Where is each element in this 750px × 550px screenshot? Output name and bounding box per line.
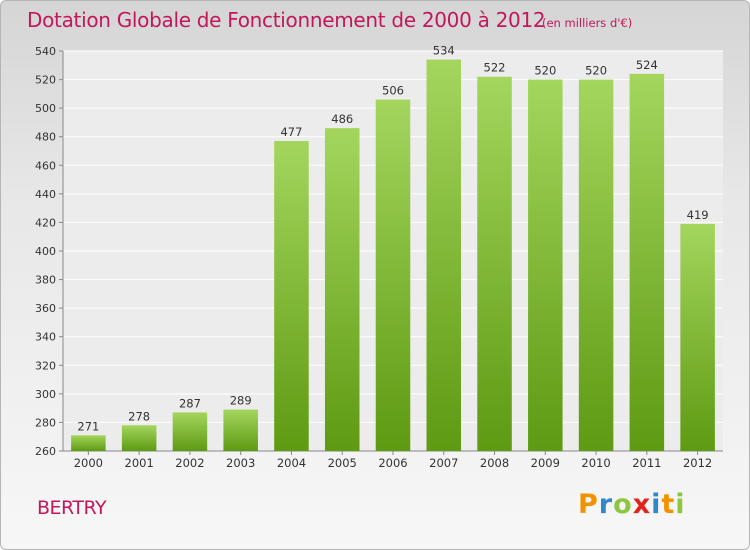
y-tick-label: 360 <box>35 302 56 315</box>
x-tick-label: 2011 <box>632 456 661 470</box>
bar-2000 <box>71 435 106 451</box>
x-tick-label: 2012 <box>683 456 712 470</box>
logo-letter: i <box>651 489 662 520</box>
data-label: 520 <box>534 64 556 78</box>
bar-2012 <box>680 223 715 451</box>
bar-2005 <box>324 128 360 451</box>
bar-2007 <box>426 59 462 451</box>
y-tick-label: 260 <box>35 445 56 458</box>
x-tick-label: 2002 <box>175 456 204 470</box>
y-tick-label: 400 <box>35 245 56 258</box>
bar-2004 <box>274 141 309 451</box>
commune-name: BERTRY <box>37 497 107 519</box>
x-tick-label: 2000 <box>74 456 103 470</box>
bar-2006 <box>375 99 411 452</box>
data-label: 520 <box>585 64 607 78</box>
y-tick-label: 280 <box>35 416 56 429</box>
data-label: 534 <box>433 44 455 58</box>
y-tick-label: 320 <box>35 359 56 372</box>
logo-letter: r <box>598 489 614 520</box>
x-tick-label: 2007 <box>429 456 458 470</box>
y-tick-label: 500 <box>35 102 56 115</box>
bar-2010 <box>578 79 614 452</box>
data-label: 477 <box>280 125 302 139</box>
data-label: 419 <box>687 208 709 222</box>
y-tick-label: 300 <box>35 388 56 401</box>
logo-letter: i <box>675 489 686 520</box>
bar-2011 <box>629 73 665 451</box>
x-tick-label: 2004 <box>277 456 306 470</box>
data-label: 287 <box>179 396 201 410</box>
bar-2003 <box>223 409 258 451</box>
y-tick-label: 440 <box>35 188 56 201</box>
bar-2009 <box>528 79 563 452</box>
y-tick-label: 420 <box>35 216 56 229</box>
data-label: 524 <box>636 58 658 72</box>
y-tick-label: 520 <box>35 74 56 87</box>
x-tick-label: 2003 <box>226 456 255 470</box>
y-tick-label: 480 <box>35 131 56 144</box>
y-tick-label: 540 <box>35 45 56 58</box>
logo-letter: t <box>661 489 676 520</box>
x-tick-label: 2001 <box>125 456 154 470</box>
y-tick-label: 340 <box>35 331 56 344</box>
chart-unit: (en milliers d'€) <box>542 16 633 30</box>
data-label: 522 <box>484 61 506 75</box>
logo-letter: o <box>613 489 633 520</box>
logo-letter: x <box>632 489 652 520</box>
x-tick-label: 2008 <box>480 456 509 470</box>
x-tick-label: 2006 <box>378 456 407 470</box>
data-label: 271 <box>77 419 99 433</box>
y-tick-label: 460 <box>35 159 56 172</box>
proxiti-logo[interactable]: Proxiti <box>578 489 686 520</box>
data-label: 289 <box>230 394 252 408</box>
y-tick-label: 380 <box>35 274 56 287</box>
chart-title: Dotation Globale de Fonctionnement de 20… <box>27 8 546 32</box>
x-tick-label: 2009 <box>531 456 560 470</box>
bar-2008 <box>477 76 512 451</box>
data-label: 506 <box>382 84 404 98</box>
bar-2002 <box>172 412 208 451</box>
data-label: 486 <box>331 112 353 126</box>
x-tick-label: 2005 <box>328 456 357 470</box>
data-label: 278 <box>128 409 150 423</box>
logo-letter: P <box>578 489 599 520</box>
bar-2001 <box>121 425 157 451</box>
x-tick-label: 2010 <box>581 456 610 470</box>
